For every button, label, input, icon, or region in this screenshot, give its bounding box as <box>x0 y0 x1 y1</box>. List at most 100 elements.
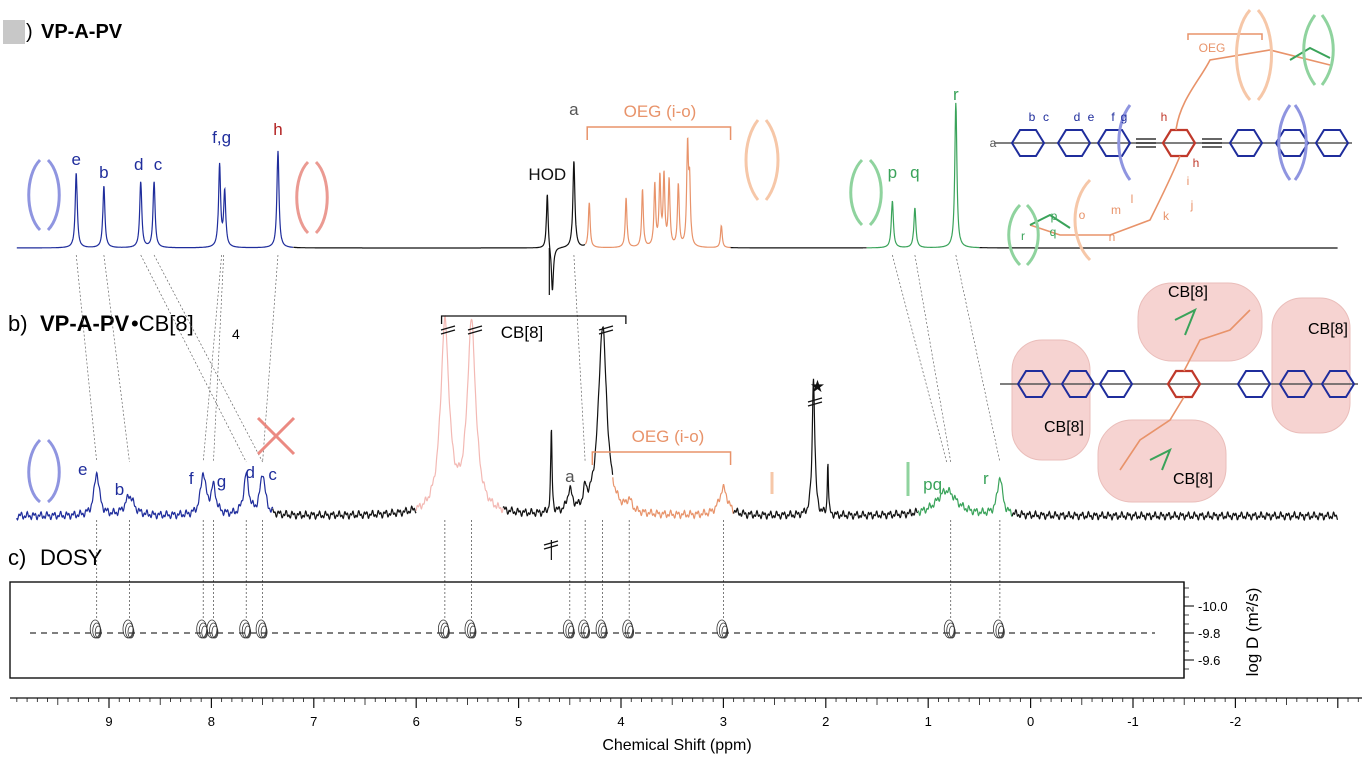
spectrum-b-trace <box>1011 508 1339 522</box>
structure-atom-label: i <box>1187 174 1190 188</box>
spectrum-b-trace <box>272 505 417 521</box>
x-tick-label: 5 <box>515 714 522 729</box>
dosy-spot <box>992 619 1004 639</box>
dosy-spot <box>244 625 252 639</box>
spectrum-b-trace <box>917 476 1013 517</box>
x-tick-label: 8 <box>208 714 215 729</box>
spectrum-a-trace <box>584 137 731 249</box>
structure-atom-label: g <box>1121 110 1128 124</box>
x-tick-label: 3 <box>720 714 727 729</box>
structure-atom-label: o <box>1079 208 1086 222</box>
structure-atom-label: p <box>1051 209 1058 223</box>
dosy-spot <box>209 622 218 639</box>
structure-atom-label: q <box>1050 225 1057 239</box>
correlation-line <box>140 254 247 463</box>
cb8-bracket <box>440 315 627 324</box>
dosy-spot <box>211 625 219 639</box>
rotation-arrow-icon <box>314 160 329 235</box>
dosy-spot <box>127 625 135 639</box>
cb8-label: CB[8] <box>1173 471 1213 488</box>
panel-c-prefix: c) <box>8 545 26 570</box>
dosy-spot <box>946 622 956 639</box>
oeg-bracket-b <box>591 451 732 465</box>
dosy-y-axis: -10.0 -9.8 -9.6 <box>1183 582 1228 678</box>
x-tick-label: 6 <box>413 714 420 729</box>
dosy-spot <box>562 619 574 639</box>
dosy-tick-label: -10.0 <box>1198 599 1228 614</box>
panel-b-title: VP-A-PV <box>40 311 130 336</box>
rotation-arrow-icon <box>868 158 883 227</box>
spectrum-b-trace <box>612 477 734 520</box>
dosy-spot <box>258 622 268 639</box>
dosy-spot <box>440 622 450 639</box>
oeg-bracket-a <box>586 126 732 140</box>
dosy-spot <box>995 622 1005 639</box>
spectrum-a-trace <box>293 161 586 291</box>
dosy-spot <box>622 619 634 639</box>
spectrum-a <box>16 102 1338 295</box>
structure-atom-label: l <box>1131 192 1134 206</box>
spectrum-a-trace <box>16 150 293 249</box>
x-tick-label: 1 <box>925 714 932 729</box>
dosy-spot <box>997 625 1005 639</box>
rotation-arrow-icon <box>744 119 760 201</box>
dosy-spot <box>206 619 218 639</box>
structure-atom-label: h <box>1161 110 1168 124</box>
correlation-line <box>202 254 222 463</box>
peak-label-a: c <box>154 155 163 174</box>
spectrum-b-trace <box>415 314 504 514</box>
peak-labels-b: e b f g d c a ★ pq r <box>78 377 989 499</box>
panel-b-title-suffix: •CB[8] <box>131 311 194 336</box>
dosy-tick-label: -9.6 <box>1198 653 1220 668</box>
panel-a-title: VP-A-PV <box>41 21 123 43</box>
structure-atom-label: n <box>1109 230 1116 244</box>
panel-a-tag-mask <box>3 20 25 44</box>
correlation-line <box>892 254 947 463</box>
correlation-line <box>103 254 130 463</box>
cb8-ring <box>1271 297 1351 434</box>
dosy-spot <box>600 625 608 639</box>
dosy-spot <box>598 622 607 639</box>
peak-label-a: h <box>273 120 282 139</box>
dosy-spot <box>565 622 575 639</box>
cb8-ring <box>1137 282 1263 362</box>
dosy-spot <box>89 619 101 639</box>
dosy-spot <box>198 622 208 639</box>
correlation-line <box>955 254 1001 463</box>
cross-mark-icon <box>256 416 296 456</box>
structure-atom-label: c <box>1043 110 1049 124</box>
x-tick-label: 2 <box>822 714 829 729</box>
structure-atom-label: d <box>1074 110 1081 124</box>
oeg-label-b: OEG (i-o) <box>632 427 705 446</box>
dosy-spot <box>442 625 450 639</box>
dosy-spot <box>595 619 607 639</box>
dosy-y-axis-label: log D (m²/s) <box>1243 588 1262 677</box>
structure-atom-label: f <box>1111 110 1115 124</box>
dosy-spot <box>719 622 728 639</box>
cb8-ring <box>1097 419 1227 503</box>
dosy-spot <box>583 625 591 639</box>
peak-label-b: a <box>565 467 575 486</box>
spectrum-b-trace <box>502 326 614 518</box>
peak-correlation-lines <box>75 254 1001 620</box>
x-tick-label: 9 <box>105 714 112 729</box>
correlation-line <box>153 254 263 463</box>
dosy-spot <box>627 625 635 639</box>
dosy-spot <box>716 619 728 639</box>
structure-atom-label: a <box>990 136 997 150</box>
dosy-spot <box>239 619 251 639</box>
structure-atom-label: m <box>1111 203 1121 217</box>
panel-c-title: DOSY <box>40 545 103 570</box>
rotation-arrow-icon <box>27 158 42 232</box>
rotation-arrow-icon <box>46 158 61 232</box>
structure-atom-label: h <box>1193 156 1200 170</box>
correlation-line <box>213 254 225 463</box>
x-axis-label: Chemical Shift (ppm) <box>602 737 751 754</box>
correlation-line <box>75 254 98 463</box>
dosy-spot <box>580 622 590 639</box>
dosy-spot <box>260 625 268 639</box>
dosy-spot <box>578 619 590 639</box>
x-tick-label: 7 <box>310 714 317 729</box>
dosy-spot <box>92 622 102 639</box>
peak-label-b: f <box>189 469 194 488</box>
